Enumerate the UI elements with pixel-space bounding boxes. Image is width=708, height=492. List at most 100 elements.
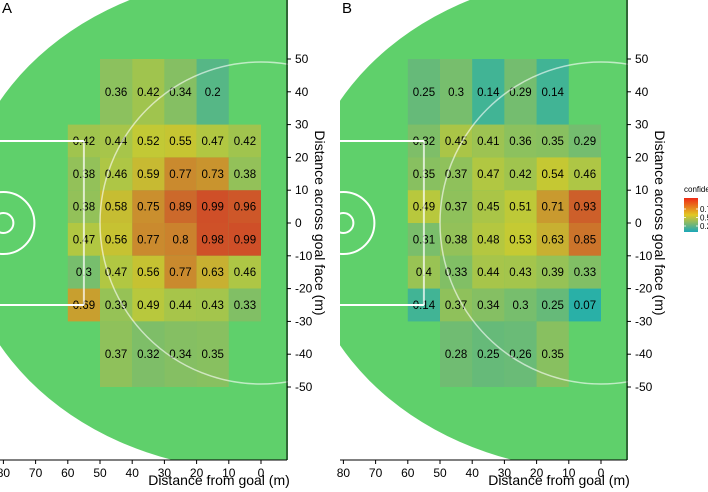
heatmap-cell — [536, 124, 569, 158]
heatmap-cell — [568, 223, 601, 256]
heatmap-cell — [568, 288, 601, 322]
heatmap-cell — [228, 157, 261, 191]
heatmap-cell — [132, 288, 165, 322]
y-tick-label: -50 — [635, 380, 653, 394]
y-tick-label: -30 — [635, 314, 653, 328]
y-tick-label: 30 — [635, 118, 649, 132]
heatmap-cell — [536, 288, 569, 322]
cell-value-label: 0.45 — [477, 202, 499, 214]
heatmap-cell — [536, 190, 569, 223]
x-tick-label: 20 — [530, 466, 544, 480]
heatmap-cell — [440, 157, 473, 191]
heatmap-cell — [100, 223, 133, 256]
field-markings — [340, 61, 628, 385]
heatmap-cell — [132, 124, 165, 158]
y-axis-title: Distance across goal face (m) — [312, 130, 328, 315]
heatmap-cell — [196, 223, 229, 256]
x-tick-label: 10 — [222, 466, 236, 480]
heatmap-cell — [440, 255, 473, 289]
y-tick-label: 40 — [295, 85, 309, 99]
cell-value-label: 0.26 — [509, 349, 531, 361]
legend: confidence 0.75 0.50 0.25 — [684, 185, 708, 232]
heatmap-cell — [568, 190, 601, 223]
cell-value-label: 0.28 — [445, 349, 467, 361]
heatmap-cell — [196, 190, 229, 223]
heatmap-cell — [196, 124, 229, 158]
cell-value-label: 0.63 — [542, 234, 564, 246]
axes: 80 70 60 50 40 30 20 10 0 50 40 30 20 10 0 -10 -20 -30 -40… — [337, 0, 668, 488]
heatmap-cell — [228, 288, 261, 322]
heatmap-cell — [504, 288, 537, 322]
x-tick-label: 40 — [466, 466, 480, 480]
heatmap-cell — [472, 223, 505, 256]
cell-value-label: 0.56 — [137, 267, 159, 279]
heatmap-cell — [504, 321, 537, 387]
x-tick-label: 10 — [562, 466, 576, 480]
cell-value-label: 0.32 — [137, 349, 159, 361]
heatmap-cell — [132, 59, 165, 125]
cell-value-label: 0.48 — [477, 234, 499, 246]
cell-value-label: 0.44 — [105, 136, 128, 148]
heatmap-cell — [100, 321, 133, 387]
cell-value-label: 0.37 — [445, 300, 467, 312]
x-tick-label: 70 — [29, 466, 43, 480]
cell-value-label: 0.89 — [169, 202, 191, 214]
cell-value-label: 0.14 — [477, 87, 500, 99]
heatmap-cell — [164, 223, 197, 256]
heatmap-cell — [132, 255, 165, 289]
panel-label: B — [342, 0, 352, 17]
heatmap-cell — [504, 124, 537, 158]
cell-value-label: 0.25 — [477, 349, 499, 361]
heatmap-cell — [472, 157, 505, 191]
cell-value-label: 0.3 — [513, 300, 529, 312]
y-axis-title: Distance across goal face (m) — [652, 130, 668, 315]
cell-value-label: 0.41 — [477, 136, 499, 148]
heatmap-cell — [440, 59, 473, 125]
cell-value-label: 0.38 — [234, 169, 256, 181]
y-tick-label: 0 — [295, 216, 302, 230]
cell-value-label: 0.14 — [542, 87, 565, 99]
heatmap-cell — [196, 157, 229, 191]
cell-value-label: 0.46 — [105, 169, 127, 181]
cell-value-label: 0.33 — [234, 300, 256, 312]
cell-value-label: 0.29 — [574, 136, 596, 148]
cell-value-label: 0.43 — [202, 300, 224, 312]
x-tick-label: 30 — [498, 466, 512, 480]
cell-value-label: 0.8 — [173, 234, 189, 246]
cell-value-label: 0.71 — [542, 202, 564, 214]
x-axis-title: Distance from goal (m) — [148, 472, 290, 488]
cell-value-label: 0.45 — [445, 136, 467, 148]
y-tick-label: 10 — [635, 183, 649, 197]
cell-value-label: 0.51 — [509, 202, 531, 214]
heatmap-cell — [100, 157, 133, 191]
heatmap-cell — [164, 59, 197, 125]
heatmap-cell — [228, 190, 261, 223]
cell-value-label: 0.52 — [137, 136, 159, 148]
cell-value-label: 0.35 — [542, 136, 564, 148]
cell-value-label: 0.33 — [574, 267, 596, 279]
heatmap-cell — [228, 255, 261, 289]
heatmap-cell — [132, 321, 165, 387]
cell-value-label: 0.47 — [105, 267, 127, 279]
y-tick-label: 50 — [295, 52, 309, 66]
cell-value-label: 0.37 — [445, 169, 467, 181]
cell-value-label: 0.33 — [445, 267, 467, 279]
cell-value-label: 0.73 — [202, 169, 224, 181]
legend-tick-label: 0.75 — [700, 205, 708, 214]
y-tick-label: -10 — [635, 249, 653, 263]
panel-a: 0.36 0.42 0.34 0.20.42 0.44 0.52 0.55 0.47 0.420… — [0, 0, 328, 488]
cell-value-label: 0.43 — [509, 267, 531, 279]
legend-colorbar — [684, 198, 698, 232]
y-tick-label: -20 — [295, 282, 313, 296]
heatmap-cells: 0.36 0.42 0.34 0.20.42 0.44 0.52 0.55 0.47 0.420… — [67, 59, 261, 387]
heatmap-cell — [568, 157, 601, 191]
x-tick-label: 70 — [369, 466, 383, 480]
x-tick-label: 30 — [158, 466, 172, 480]
cell-value-label: 0.42 — [234, 136, 256, 148]
heatmap-cell — [132, 223, 165, 256]
legend-tick-label: 0.25 — [700, 222, 708, 231]
heatmap-cell — [472, 255, 505, 289]
cell-value-label: 0.37 — [105, 349, 127, 361]
heatmap-cell — [472, 190, 505, 223]
cell-value-label: 0.42 — [137, 87, 159, 99]
